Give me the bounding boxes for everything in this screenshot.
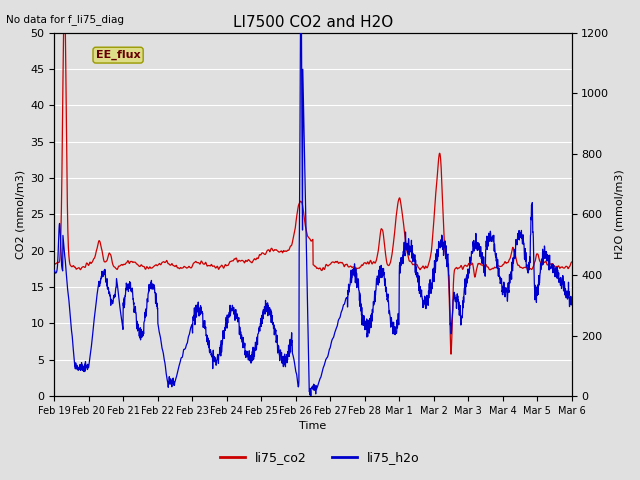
Text: No data for f_li75_diag: No data for f_li75_diag [6, 14, 124, 25]
Legend: li75_co2, li75_h2o: li75_co2, li75_h2o [215, 446, 425, 469]
Text: EE_flux: EE_flux [96, 50, 140, 60]
Y-axis label: CO2 (mmol/m3): CO2 (mmol/m3) [15, 170, 25, 259]
X-axis label: Time: Time [300, 421, 326, 432]
Title: LI7500 CO2 and H2O: LI7500 CO2 and H2O [233, 15, 393, 30]
Y-axis label: H2O (mmol/m3): H2O (mmol/m3) [615, 169, 625, 259]
